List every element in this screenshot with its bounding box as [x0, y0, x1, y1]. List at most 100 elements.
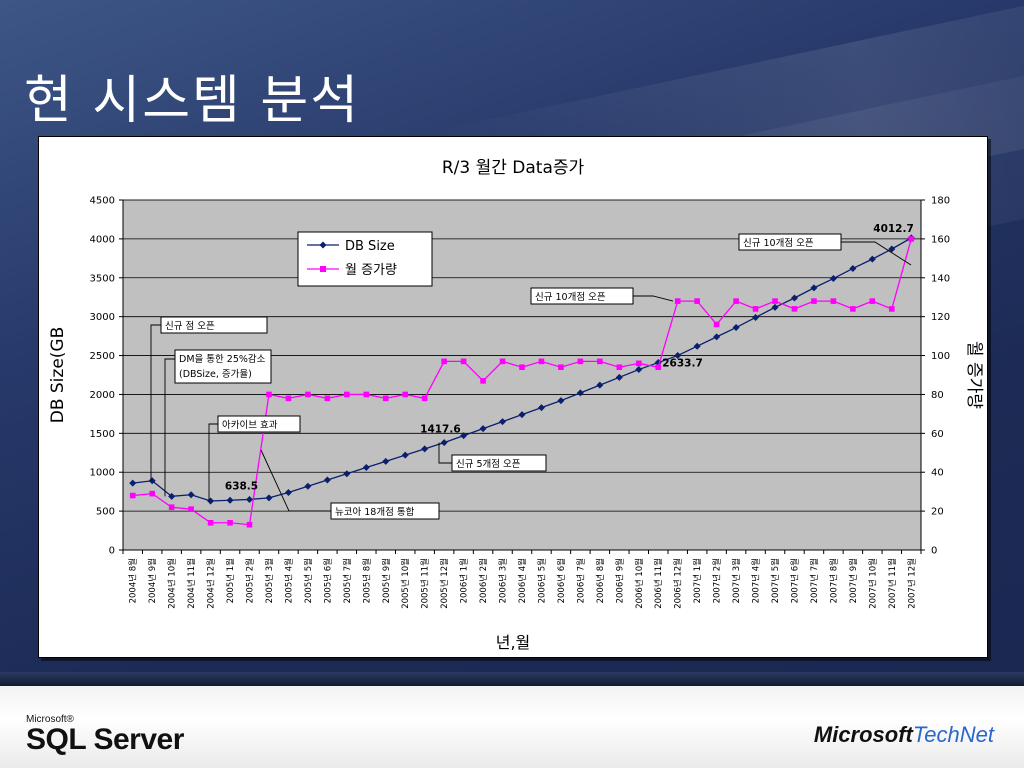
- x-tick-label: 2004년 12월: [206, 558, 217, 609]
- y2-tick-label: 100: [931, 351, 950, 362]
- x-tick-label: 2005년 10월: [400, 558, 411, 609]
- x-tick-label: 2007년 12월: [906, 558, 917, 609]
- x-tick-label: 2005년 11월: [420, 558, 431, 609]
- legend-label: 월 증가량: [345, 263, 397, 278]
- x-tick-label: 2004년 10월: [167, 558, 178, 609]
- db-size-point: [674, 352, 682, 360]
- slide-title: 현 시스템 분석: [24, 71, 361, 131]
- monthly-increase-point: [227, 519, 233, 526]
- footer: Microsoft® SQL Server MicrosoftTechNet: [0, 686, 1024, 768]
- y-tick-label: 3000: [90, 312, 115, 323]
- x-tick-label: 2005년 5월: [303, 558, 314, 603]
- db-size-point: [129, 479, 137, 487]
- x-tick-label: 2006년 2월: [478, 558, 489, 603]
- y2-tick-label: 60: [931, 429, 944, 440]
- db-size-point: [810, 284, 818, 292]
- chart-title: R/3 월간 Data증가: [442, 158, 585, 178]
- y-tick-label: 1500: [90, 429, 115, 440]
- y-tick-label: 1000: [90, 468, 115, 479]
- y-tick-label: 3500: [90, 273, 115, 284]
- monthly-increase-point: [791, 306, 798, 312]
- x-tick-label: 2005년 9월: [381, 558, 392, 603]
- monthly-increase-point: [635, 360, 642, 367]
- monthly-increase-point: [908, 236, 915, 242]
- db-size-point: [635, 366, 643, 374]
- monthly-increase-point: [188, 506, 194, 512]
- db-size-point: [168, 492, 176, 500]
- monthly-increase-point: [266, 391, 272, 398]
- monthly-increase-point: [246, 521, 253, 528]
- db-size-point: [304, 482, 312, 490]
- db-size-point: [829, 275, 837, 283]
- monthly-increase-point: [733, 298, 739, 304]
- db-size-point: [771, 303, 779, 311]
- x-axis-label: 년,월: [496, 633, 531, 652]
- annotation-leader: [150, 324, 161, 481]
- monthly-increase-point: [694, 298, 700, 304]
- monthly-increase-point: [713, 321, 720, 328]
- monthly-increase-point: [344, 391, 350, 398]
- monthly-increase-point: [850, 306, 856, 312]
- db-size-point: [362, 464, 370, 472]
- y-tick-label: 0: [109, 546, 115, 557]
- x-tick-label: 2007년 2월: [712, 558, 723, 603]
- microsoft-technet-logo: MicrosoftTechNet: [814, 722, 994, 748]
- monthly-increase-point: [519, 364, 525, 371]
- db-size-point: [284, 488, 292, 496]
- x-tick-label: 2007년 1월: [692, 558, 703, 603]
- monthly-increase-point: [324, 395, 331, 402]
- y2-axis-label: 월 증가량: [964, 341, 984, 409]
- x-tick-label: 2006년 4월: [517, 558, 528, 603]
- data-label: 638.5: [225, 480, 258, 492]
- monthly-increase-point: [558, 364, 564, 371]
- monthly-increase-point: [811, 298, 817, 304]
- sql-server-logo: Microsoft® SQL Server: [26, 714, 184, 757]
- db-size-point: [460, 432, 468, 440]
- divider-band: [0, 672, 1024, 686]
- db-size-point: [323, 476, 331, 484]
- monthly-increase-point: [616, 364, 623, 371]
- monthly-increase-point: [149, 490, 155, 497]
- x-tick-label: 2007년 11월: [887, 558, 898, 609]
- x-tick-label: 2004년 9월: [147, 558, 158, 603]
- db-size-point: [732, 324, 740, 332]
- annotation-box: [160, 316, 268, 334]
- monthly-increase-point: [421, 395, 428, 402]
- chart: R/3 월간 Data증가050010001500200025003000350…: [48, 158, 984, 652]
- x-tick-label: 2005년 12월: [439, 558, 450, 609]
- y-tick-label: 4500: [90, 196, 115, 207]
- annotation-text: DM을 통한 25%감소: [179, 353, 266, 365]
- monthly-increase-point: [363, 391, 370, 398]
- db-size-point: [382, 457, 390, 465]
- y2-tick-label: 180: [931, 196, 950, 207]
- monthly-increase-point: [480, 378, 486, 384]
- annotation-leader: [438, 442, 452, 464]
- y2-tick-label: 140: [931, 273, 950, 284]
- y-tick-label: 2000: [90, 390, 115, 401]
- data-label: 1417.6: [420, 424, 461, 436]
- monthly-increase-point: [752, 306, 759, 312]
- annotation-leader: [208, 423, 218, 501]
- annotation-text: 뉴코아 18개점 통합: [335, 506, 415, 518]
- db-size-point: [246, 495, 254, 503]
- x-tick-label: 2007년 6월: [789, 558, 800, 603]
- db-size-point: [868, 255, 876, 263]
- annotation-leader: [260, 449, 331, 512]
- db-size-point: [421, 445, 429, 453]
- annotation-box: [330, 502, 440, 520]
- db-size-point: [401, 451, 409, 459]
- y2-tick-label: 80: [931, 390, 944, 401]
- db-size-point: [713, 333, 721, 341]
- monthly-increase-point: [168, 504, 175, 511]
- monthly-increase-point: [674, 298, 681, 304]
- legend-label: DB Size: [345, 239, 395, 254]
- legend-marker: [319, 241, 327, 249]
- x-tick-label: 2006년 6월: [556, 558, 567, 603]
- db-size-point: [615, 373, 623, 381]
- monthly-increase-point: [285, 395, 292, 402]
- x-tick-label: 2006년 10월: [634, 558, 645, 609]
- sql-logo-text: SQL Server: [26, 723, 184, 756]
- x-tick-label: 2007년 9월: [848, 558, 859, 603]
- monthly-increase-point: [597, 358, 603, 365]
- db-size-point: [479, 425, 487, 433]
